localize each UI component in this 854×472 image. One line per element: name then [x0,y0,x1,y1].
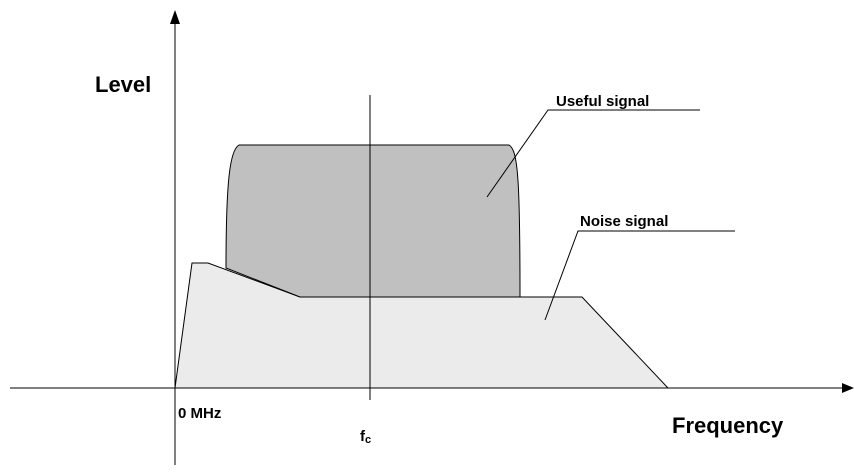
noise-leader-line [544,230,735,321]
x-axis-arrow [842,383,854,393]
noise-signal-label: Noise signal [580,213,668,230]
center-label: fc [360,428,371,446]
center-label-main: f [360,428,366,445]
useful-signal-label: Useful signal [556,93,649,110]
center-label-sub: c [365,434,371,446]
y-axis-label: Level [95,72,151,97]
x-axis-label: Frequency [672,413,784,438]
useful-leader-line [486,109,700,198]
origin-label: 0 MHz [178,405,221,422]
y-axis-arrow [170,10,180,24]
useful-signal-shape [225,144,521,298]
